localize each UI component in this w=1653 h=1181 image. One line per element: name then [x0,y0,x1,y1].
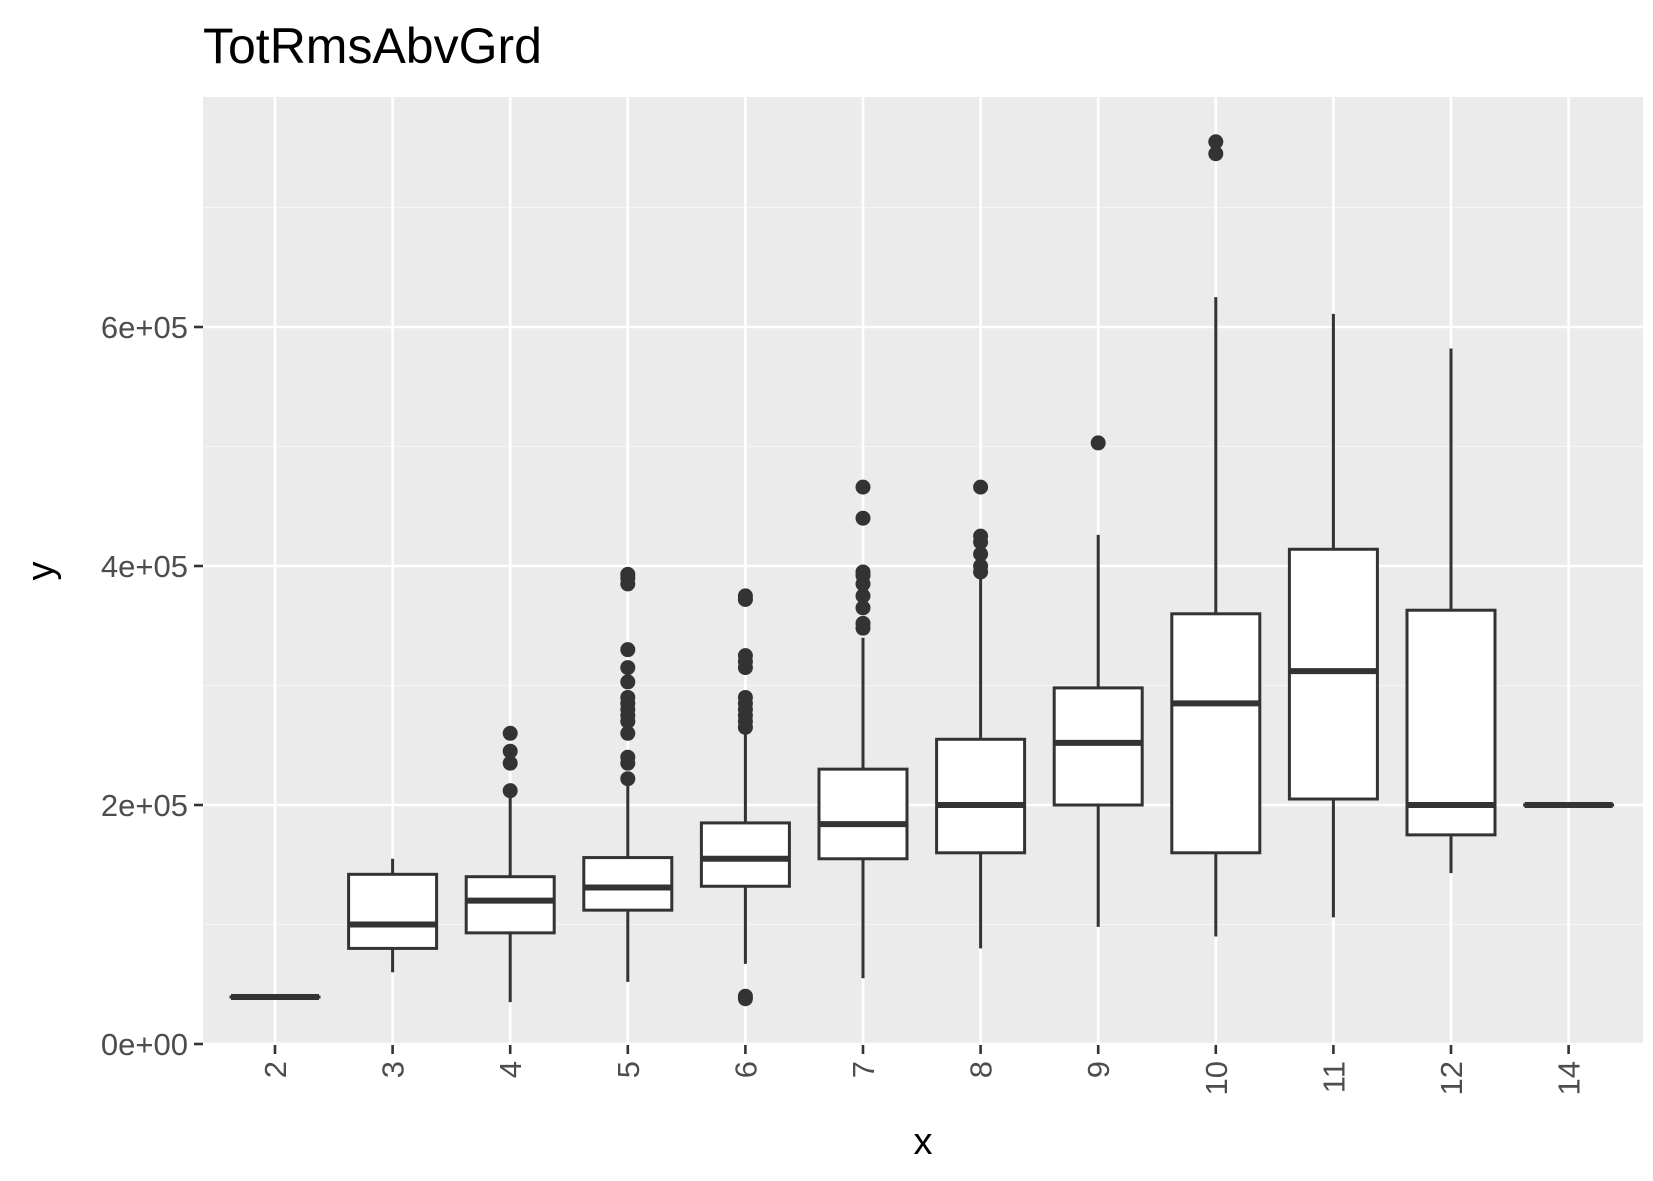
box-9 [1052,435,1144,927]
x-tick-label: 4 [493,1061,528,1078]
iqr-box [1405,608,1497,837]
grid-minor [203,206,1643,926]
x-tick-label: 9 [1081,1061,1116,1078]
iqr-box [1052,686,1144,807]
x-tick-label: 7 [846,1061,881,1078]
x-tick-label: 12 [1434,1061,1469,1095]
iqr-box [817,767,909,861]
outlier-point [620,725,636,741]
outlier-point [620,642,636,658]
iqr-box [935,737,1027,855]
box-6 [699,588,791,1007]
iqr-box [464,875,556,935]
x-tick-label: 2 [258,1061,293,1078]
y-tick-label: 2e+05 [101,788,188,823]
outlier-point [855,510,871,526]
box-11 [1287,313,1379,918]
outlier-point [502,783,518,799]
x-axis: 2 3 4 5 6 7 8 9 10 11 12 14 [258,1045,1587,1095]
outlier-point [620,749,636,765]
outlier-point [737,988,753,1004]
x-tick-label: 3 [376,1061,411,1078]
y-tick-label: 0e+00 [101,1027,188,1062]
box-8 [935,479,1027,949]
outlier-point [1208,146,1224,162]
iqr-box [699,821,791,888]
y-axis-title: y [20,562,62,581]
boxplot-layer [229,134,1615,1007]
box-3 [347,858,439,973]
outlier-point [620,689,636,705]
outlier-point [620,674,636,690]
outlier-point [1090,435,1106,451]
y-axis: 0e+00 2e+05 4e+05 6e+05 [101,310,203,1062]
plot-panel [203,97,1643,1045]
outlier-point [855,600,871,616]
x-tick-label: 11 [1316,1061,1351,1093]
x-tick-label: 6 [728,1061,763,1078]
iqr-box [1170,612,1262,855]
chart-title: TotRmsAbvGrd [203,18,542,74]
y-tick-label: 4e+05 [101,549,188,584]
outlier-point [973,528,989,544]
box-7 [817,479,909,979]
x-axis-title: x [914,1121,933,1163]
outlier-point [737,648,753,664]
outlier-point [855,479,871,495]
outlier-point [973,546,989,562]
outlier-point [855,564,871,580]
x-tick-label: 5 [611,1061,646,1078]
outlier-point [502,755,518,771]
outlier-point [502,725,518,741]
outlier-point [973,479,989,495]
iqr-box [347,872,439,950]
outlier-point [502,743,518,759]
x-tick-label: 10 [1199,1061,1234,1095]
y-tick-label: 6e+05 [101,310,188,345]
x-tick-label: 8 [964,1061,999,1078]
outlier-point [620,771,636,787]
outlier-point [620,660,636,676]
box-12 [1405,348,1497,874]
outlier-point [1208,134,1224,150]
outlier-point [973,558,989,574]
box-5 [582,566,674,982]
box-4 [464,725,556,1003]
box-10 [1170,134,1262,937]
iqr-box [582,856,674,912]
outlier-point [855,615,871,631]
outlier-point [620,566,636,582]
outlier-point [737,588,753,604]
x-tick-label: 14 [1552,1061,1587,1095]
outlier-point [737,689,753,705]
outlier-point [855,588,871,604]
